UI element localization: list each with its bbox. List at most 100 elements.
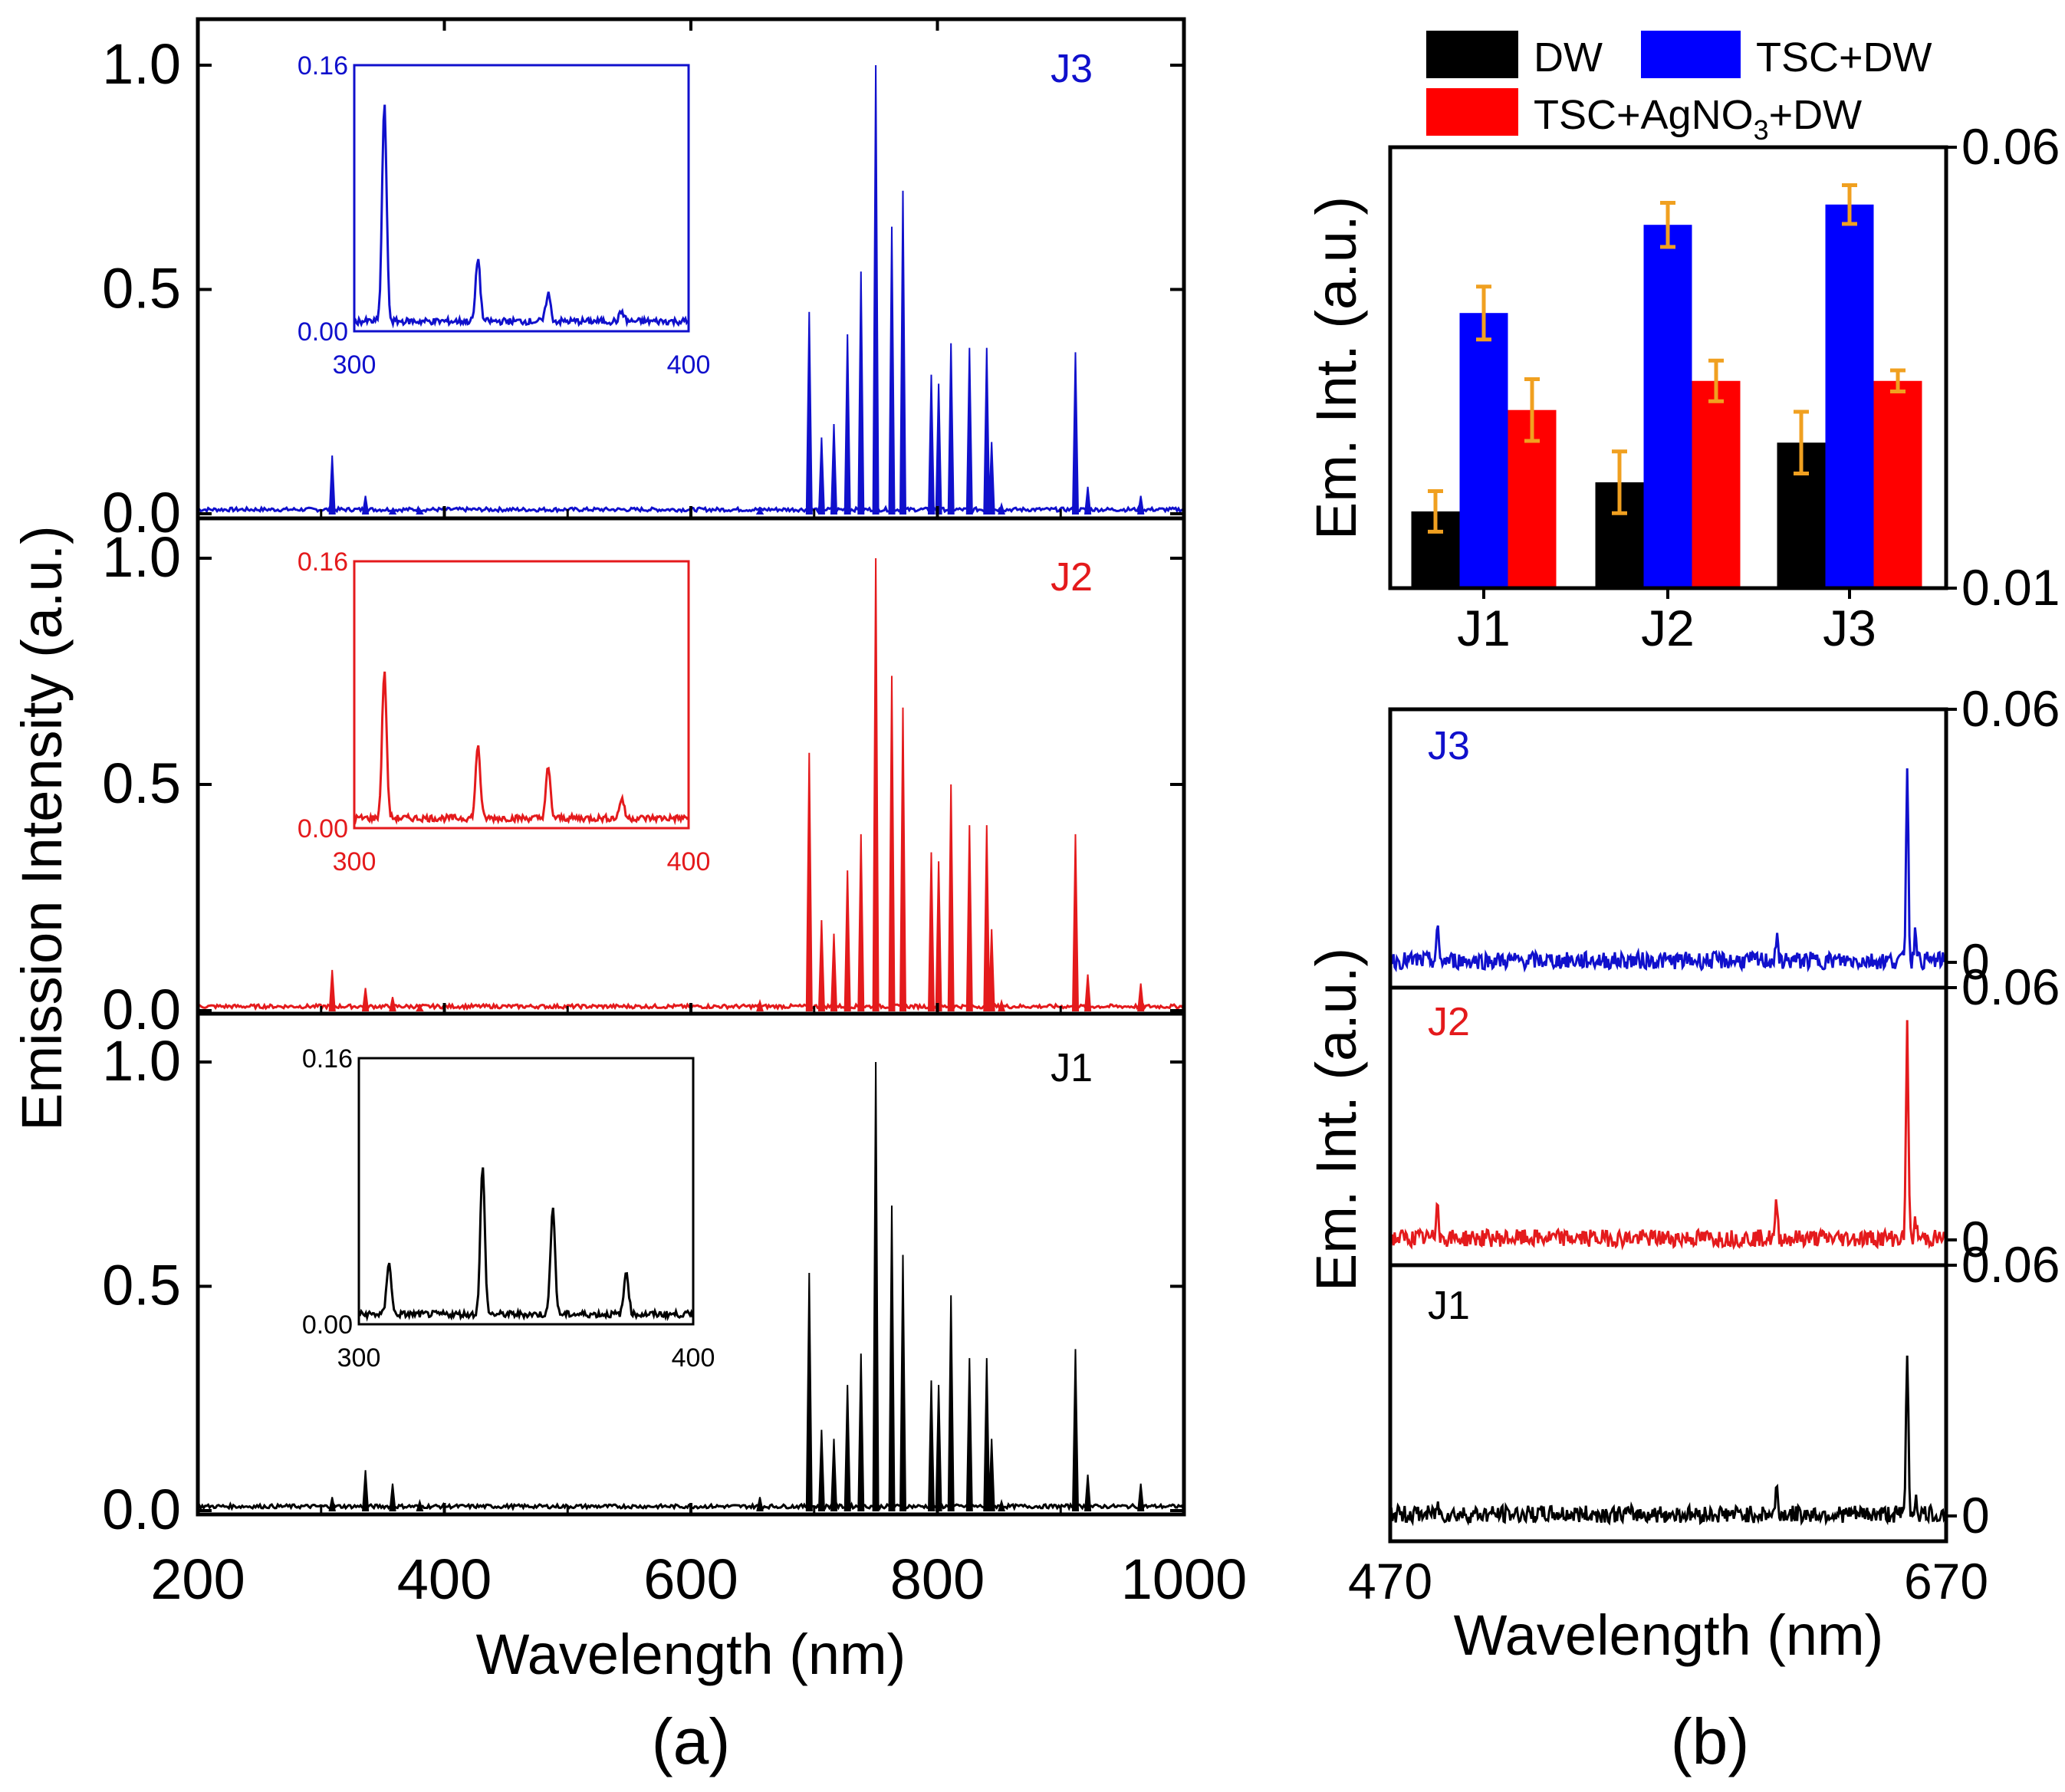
peak-j1-772 <box>899 1254 907 1511</box>
y-tick-label: 0.0 <box>102 978 181 1041</box>
peak-j1-852 <box>998 1498 1005 1511</box>
legend-label-tsc-dw: TSC+DW <box>1756 35 1932 81</box>
inset-x-tick-label: 300 <box>337 1343 381 1373</box>
peak-j1-336 <box>362 1470 370 1511</box>
y-tick-label: 0.5 <box>102 1254 181 1317</box>
peak-j2-772 <box>899 707 907 1011</box>
zoom-y-tick-label: 0.06 <box>1961 958 2060 1015</box>
peak-j3-826 <box>965 347 973 515</box>
peak-j2-706 <box>817 919 825 1011</box>
legend-label-tsc-agno3-dw: TSC+AgNO3+DW <box>1534 92 1862 146</box>
x-tick-label: 1000 <box>1121 1547 1248 1611</box>
bar-tsc-dw-j3 <box>1825 204 1874 588</box>
x-tick-label: 200 <box>150 1547 245 1611</box>
peak-j3-309 <box>328 455 336 515</box>
inset-y-tick-label: 0.16 <box>298 51 348 81</box>
x-tick-label: 800 <box>890 1547 985 1611</box>
bar-tsc-agno3-dw-j3 <box>1873 380 1922 588</box>
peak-j3-716 <box>830 423 838 515</box>
zoom-frame <box>1388 707 1948 1544</box>
zoom-y-tick-label: 0 <box>1961 1211 1990 1268</box>
bar-tsc-dw-j1 <box>1459 313 1508 588</box>
peak-j2-840 <box>983 825 991 1011</box>
bar-category-label: J1 <box>1457 600 1511 656</box>
zoom-trace-j3 <box>1389 768 1948 973</box>
zoom-x-axis-title: Wavelength (nm) <box>1454 1603 1884 1667</box>
panel-a-ticks: 200 400 600 800 10000.00.51.00.00.51.00.00.5… <box>102 19 1247 1611</box>
peak-j1-844 <box>988 1439 995 1511</box>
peak-j1-826 <box>965 1358 973 1511</box>
zoom-y-tick-label: 0 <box>1961 933 1990 990</box>
peak-j3-795 <box>927 374 935 515</box>
panel-b-legend: DW TSC+DW TSC+AgNO3+DW <box>1426 31 1932 146</box>
peak-j1-811 <box>947 1295 955 1511</box>
peak-j1-696 <box>805 1272 813 1511</box>
peak-j3-656 <box>755 508 765 515</box>
inset-j2: 0.16 0.00 300 400 <box>298 547 711 876</box>
trace-label-j1: J1 <box>1051 1046 1093 1090</box>
peak-j3-358 <box>388 508 397 515</box>
inset-frame <box>357 1057 695 1326</box>
peak-j2-852 <box>998 998 1005 1011</box>
bar-chart-axes: J1 J2 J3 0.01 0.06 <box>1457 118 2060 656</box>
peak-j1-727 <box>843 1385 851 1511</box>
zoom-label-j3: J3 <box>1428 724 1470 768</box>
peak-j1-912 <box>1071 1349 1080 1511</box>
peak-j2-912 <box>1071 834 1080 1011</box>
panel-a-emission-plot: 200 400 600 800 10000.00.51.00.00.51.00.00.5… <box>10 17 1247 1777</box>
zoom-trace-j1 <box>1389 1355 1948 1527</box>
inset-x-tick-label: 400 <box>667 350 711 380</box>
peak-j1-716 <box>830 1439 838 1511</box>
peak-j1-763 <box>888 1205 896 1511</box>
zoom-x-tick-label: 670 <box>1904 1553 1988 1610</box>
bar-tsc-dw-j2 <box>1643 225 1692 588</box>
peak-j2-727 <box>843 870 851 1011</box>
inset-y-tick-label: 0.00 <box>298 814 348 843</box>
peak-j1-750 <box>872 1061 880 1511</box>
peak-j2-358 <box>389 997 396 1011</box>
peak-j1-309 <box>328 1497 336 1511</box>
panel-a-label: (a) <box>652 1705 731 1777</box>
y-tick-label: 0.5 <box>102 257 181 321</box>
peak-j3-336 <box>361 495 370 515</box>
inset-x-tick-label: 300 <box>333 847 377 876</box>
panel-a-x-axis-title: Wavelength (nm) <box>476 1623 906 1686</box>
inset-x-tick-label: 300 <box>333 350 377 380</box>
x-tick-label: 400 <box>397 1547 492 1611</box>
x-tick-label: 600 <box>643 1547 738 1611</box>
peak-j2-738 <box>857 834 865 1011</box>
legend-swatch-tsc-agno3-dw <box>1426 88 1518 136</box>
peak-j2-922 <box>1084 974 1092 1011</box>
peak-j1-656 <box>756 1497 764 1511</box>
peak-j3-922 <box>1083 486 1092 515</box>
peak-j1-380 <box>416 1498 424 1511</box>
zoom-y-tick-label: 0.06 <box>1961 680 2060 737</box>
peak-j2-696 <box>805 752 813 1011</box>
peak-j3-772 <box>899 190 907 515</box>
inset-y-tick-label: 0.16 <box>298 547 348 577</box>
peak-j3-380 <box>416 508 424 515</box>
inset-y-tick-label: 0.00 <box>298 317 348 347</box>
panel-a-y-axis-title: Emission Intensity (a.u.) <box>10 525 74 1131</box>
zoom-y-axis-title: Em. Int. (a.u.) <box>1304 948 1368 1291</box>
legend-swatch-tsc-dw <box>1641 31 1741 78</box>
zoom-y-tick-label: 0.06 <box>1961 1236 2060 1293</box>
legend-label-dw: DW <box>1534 35 1603 81</box>
panel-a-frame <box>196 17 1186 1517</box>
trace-label-j2: J2 <box>1051 555 1093 600</box>
y-tick-label: 0.0 <box>102 1478 181 1541</box>
zoom-y-tick-label: 0 <box>1961 1487 1990 1544</box>
peak-j2-656 <box>756 998 764 1011</box>
peak-j1-922 <box>1084 1475 1092 1511</box>
peak-j3-965 <box>1137 495 1145 515</box>
inset-frame <box>353 560 690 830</box>
panel-b-label: (b) <box>1671 1705 1750 1777</box>
legend-swatch-dw <box>1426 31 1518 78</box>
peak-j2-811 <box>947 784 955 1011</box>
peak-j2-965 <box>1137 983 1145 1011</box>
y-tick-label: 0.0 <box>102 481 181 544</box>
bar-category-label: J3 <box>1823 600 1876 656</box>
